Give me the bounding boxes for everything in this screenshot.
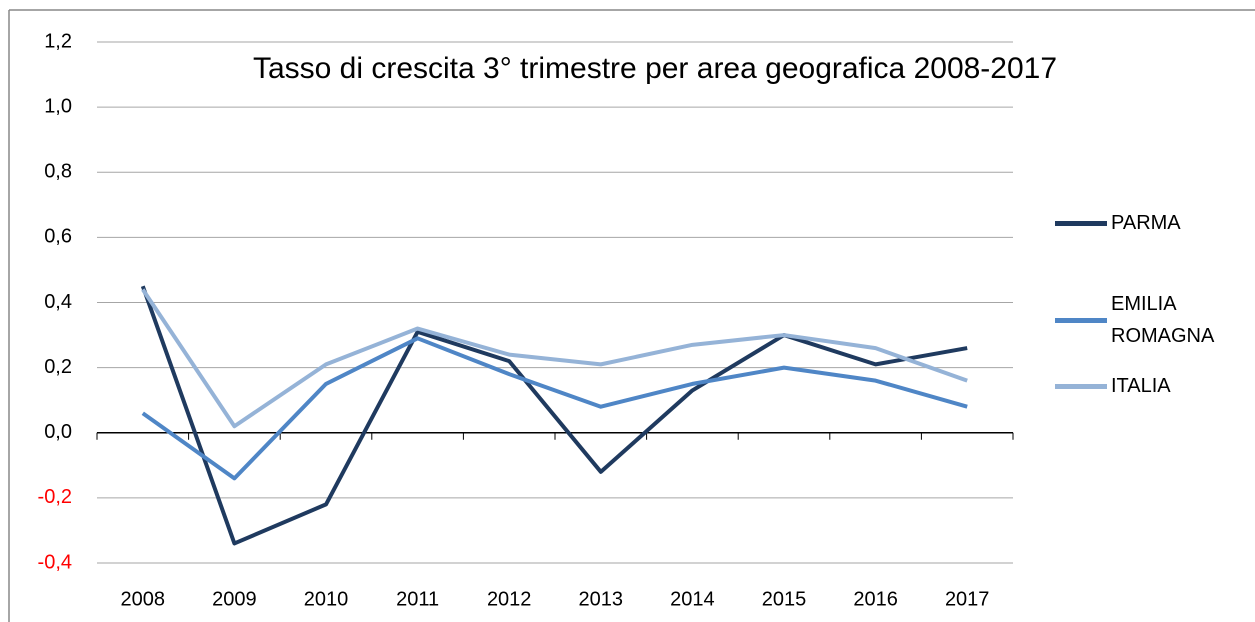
chart-title: Tasso di crescita 3° trimestre per area … bbox=[253, 52, 1057, 85]
series-line bbox=[140, 285, 968, 546]
y-tick-label: 0,0 bbox=[44, 421, 72, 443]
legend-swatch bbox=[1055, 220, 1107, 226]
x-tick-label: 2016 bbox=[853, 588, 898, 610]
x-tick-label: 2014 bbox=[670, 588, 715, 610]
y-tick-label: 1,2 bbox=[44, 30, 72, 52]
x-tick-label: 2008 bbox=[121, 588, 166, 610]
x-tick-label: 2013 bbox=[579, 588, 624, 610]
legend-label: EMILIA ROMAGNA bbox=[1111, 293, 1215, 347]
legend-item: EMILIA ROMAGNA bbox=[1055, 288, 1241, 352]
y-tick-label: 0,2 bbox=[44, 356, 72, 378]
x-tick-label: 2011 bbox=[396, 588, 439, 610]
y-tick-label: -0,2 bbox=[38, 486, 72, 508]
x-tick-label: 2012 bbox=[487, 588, 532, 610]
legend-item: PARMA bbox=[1055, 191, 1241, 255]
x-tick-label: 2015 bbox=[762, 588, 807, 610]
legend-label: PARMA bbox=[1111, 212, 1181, 234]
series-line bbox=[141, 288, 968, 429]
x-tick-label: 2009 bbox=[212, 588, 257, 610]
x-tick-label: 2017 bbox=[945, 588, 990, 610]
legend-swatch bbox=[1055, 383, 1107, 389]
y-tick-label: -0,4 bbox=[38, 551, 72, 573]
series-line bbox=[141, 336, 968, 481]
legend-label: ITALIA bbox=[1111, 375, 1171, 397]
y-tick-label: 0,8 bbox=[44, 161, 72, 183]
legend-swatch bbox=[1055, 317, 1107, 323]
y-tick-label: 1,0 bbox=[44, 95, 72, 117]
y-tick-label: 0,4 bbox=[44, 291, 72, 313]
x-tick-label: 2010 bbox=[304, 588, 349, 610]
legend-item: ITALIA bbox=[1055, 354, 1241, 418]
y-tick-label: 0,6 bbox=[44, 226, 72, 248]
